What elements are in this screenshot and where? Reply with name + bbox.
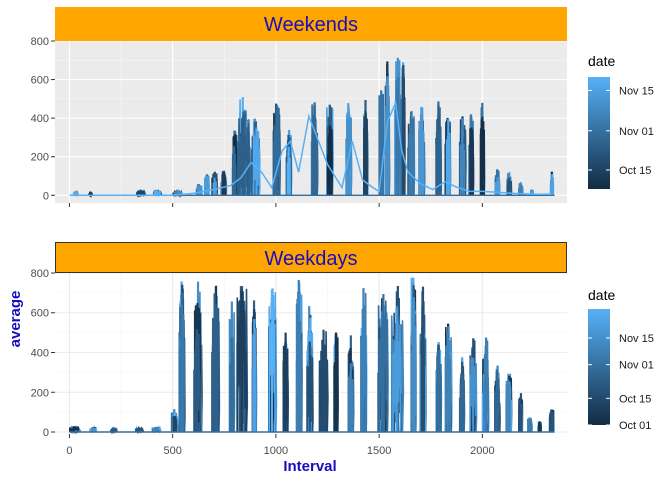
x-tick-label: 0 <box>66 445 72 457</box>
y-tick-label: 200 <box>31 152 49 164</box>
legend-tick-label: Oct 15 <box>619 393 651 405</box>
y-tick-label: 600 <box>31 308 49 320</box>
weekends-legend-colorbar <box>588 77 610 189</box>
x-tick-label: 1000 <box>264 445 288 457</box>
weekends-x-axis <box>68 203 483 207</box>
x-axis-title: Interval <box>283 458 336 475</box>
legend-tick-label: Nov 15 <box>619 333 654 345</box>
x-tick-label: 500 <box>163 445 181 457</box>
weekdays-strip <box>55 242 567 273</box>
weekdays-x-axis: 0 500 1000 1500 2000 <box>66 434 495 457</box>
weekdays-legend-colorbar <box>588 309 610 425</box>
weekends-y-axis: 0 200 400 600 800 <box>31 36 55 202</box>
x-tick-label: 2000 <box>470 445 494 457</box>
weekdays-strip-title: Weekdays <box>264 248 357 270</box>
x-tick-label: 1500 <box>367 445 391 457</box>
y-tick-label: 200 <box>31 387 49 399</box>
legend-tick-label: Oct 01 <box>619 420 651 432</box>
weekends-strip <box>55 7 567 41</box>
y-tick-label: 0 <box>43 190 49 202</box>
y-tick-label: 800 <box>31 268 49 280</box>
weekdays-legend-title: date <box>588 287 615 303</box>
y-tick-label: 0 <box>43 427 49 439</box>
legend-tick-label: Nov 01 <box>619 126 654 138</box>
weekends-legend: date Oct 15 Nov 01 Nov 15 <box>588 53 654 189</box>
legend-tick-label: Oct 15 <box>619 165 651 177</box>
y-tick-label: 600 <box>31 75 49 87</box>
weekdays-series <box>69 277 555 435</box>
sparse-series-line <box>69 99 553 197</box>
y-tick-label: 800 <box>31 36 49 48</box>
weekdays-legend: date Oct 01 Oct 15 Nov 01 Nov 15 <box>588 287 654 432</box>
y-axis-title: average <box>7 291 24 348</box>
weekdays-y-axis: 0 200 400 600 800 <box>31 268 55 439</box>
y-tick-label: 400 <box>31 113 49 125</box>
weekends-strip-title: Weekends <box>264 14 358 36</box>
weekends-series <box>69 57 555 198</box>
legend-tick-label: Nov 01 <box>619 360 654 372</box>
legend-tick-label: Nov 15 <box>619 85 654 97</box>
weekends-legend-title: date <box>588 53 615 69</box>
y-tick-label: 400 <box>31 348 49 360</box>
